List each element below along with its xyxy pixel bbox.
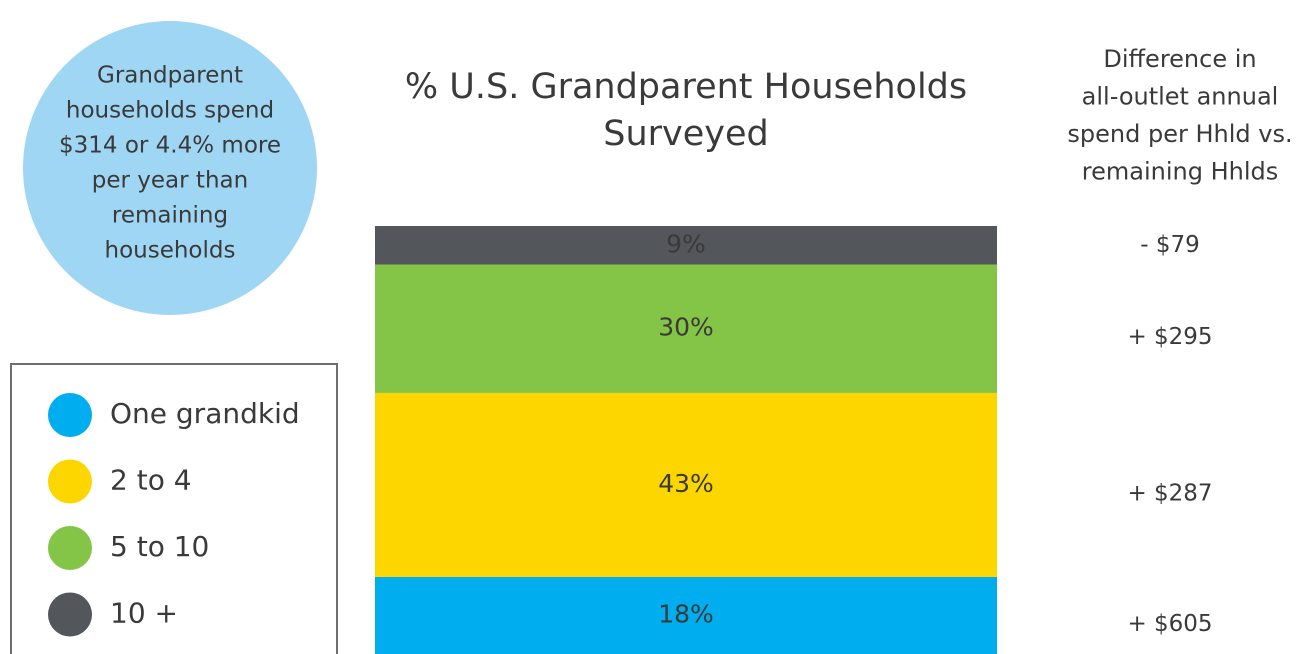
difference-header: spend per Hhld vs. [1067,120,1292,148]
difference-header: Difference in [1103,45,1256,73]
legend-marker [48,459,92,504]
difference-label: - $79 [1140,232,1200,258]
difference-label: + $295 [1127,324,1212,350]
callout-text: Grandparent [97,63,243,89]
data-label: 43% [658,469,714,498]
bar-segment [375,264,997,393]
callout-text: per year than [92,168,248,194]
bar-segment [375,226,997,265]
legend-marker [48,592,92,637]
difference-label: + $605 [1127,611,1212,637]
legend-label: One grandkid [110,397,300,430]
callout-text: households [105,238,236,264]
legend-label: 2 to 4 [110,464,192,497]
data-label: 18% [658,599,714,628]
difference-label: + $287 [1127,480,1212,506]
callout-text: $314 or 4.4% more [59,133,281,159]
difference-header: remaining Hhlds [1082,158,1278,186]
chart-title: Surveyed [603,114,769,154]
callout-text: households spend [66,98,274,124]
bar-segment [375,392,997,577]
legend-box [10,363,338,654]
callout-circle [23,21,317,315]
difference-header: all-outlet annual [1082,83,1279,111]
chart-title: % U.S. Grandparent Households [405,67,967,107]
legend-marker [48,393,92,437]
callout-text: remaining [112,203,228,229]
data-label: 9% [666,229,706,258]
bar-segment [375,576,997,654]
legend-label: 10 + [110,597,178,630]
data-label: 30% [658,313,714,342]
legend-marker [48,526,92,570]
legend-label: 5 to 10 [110,530,209,563]
